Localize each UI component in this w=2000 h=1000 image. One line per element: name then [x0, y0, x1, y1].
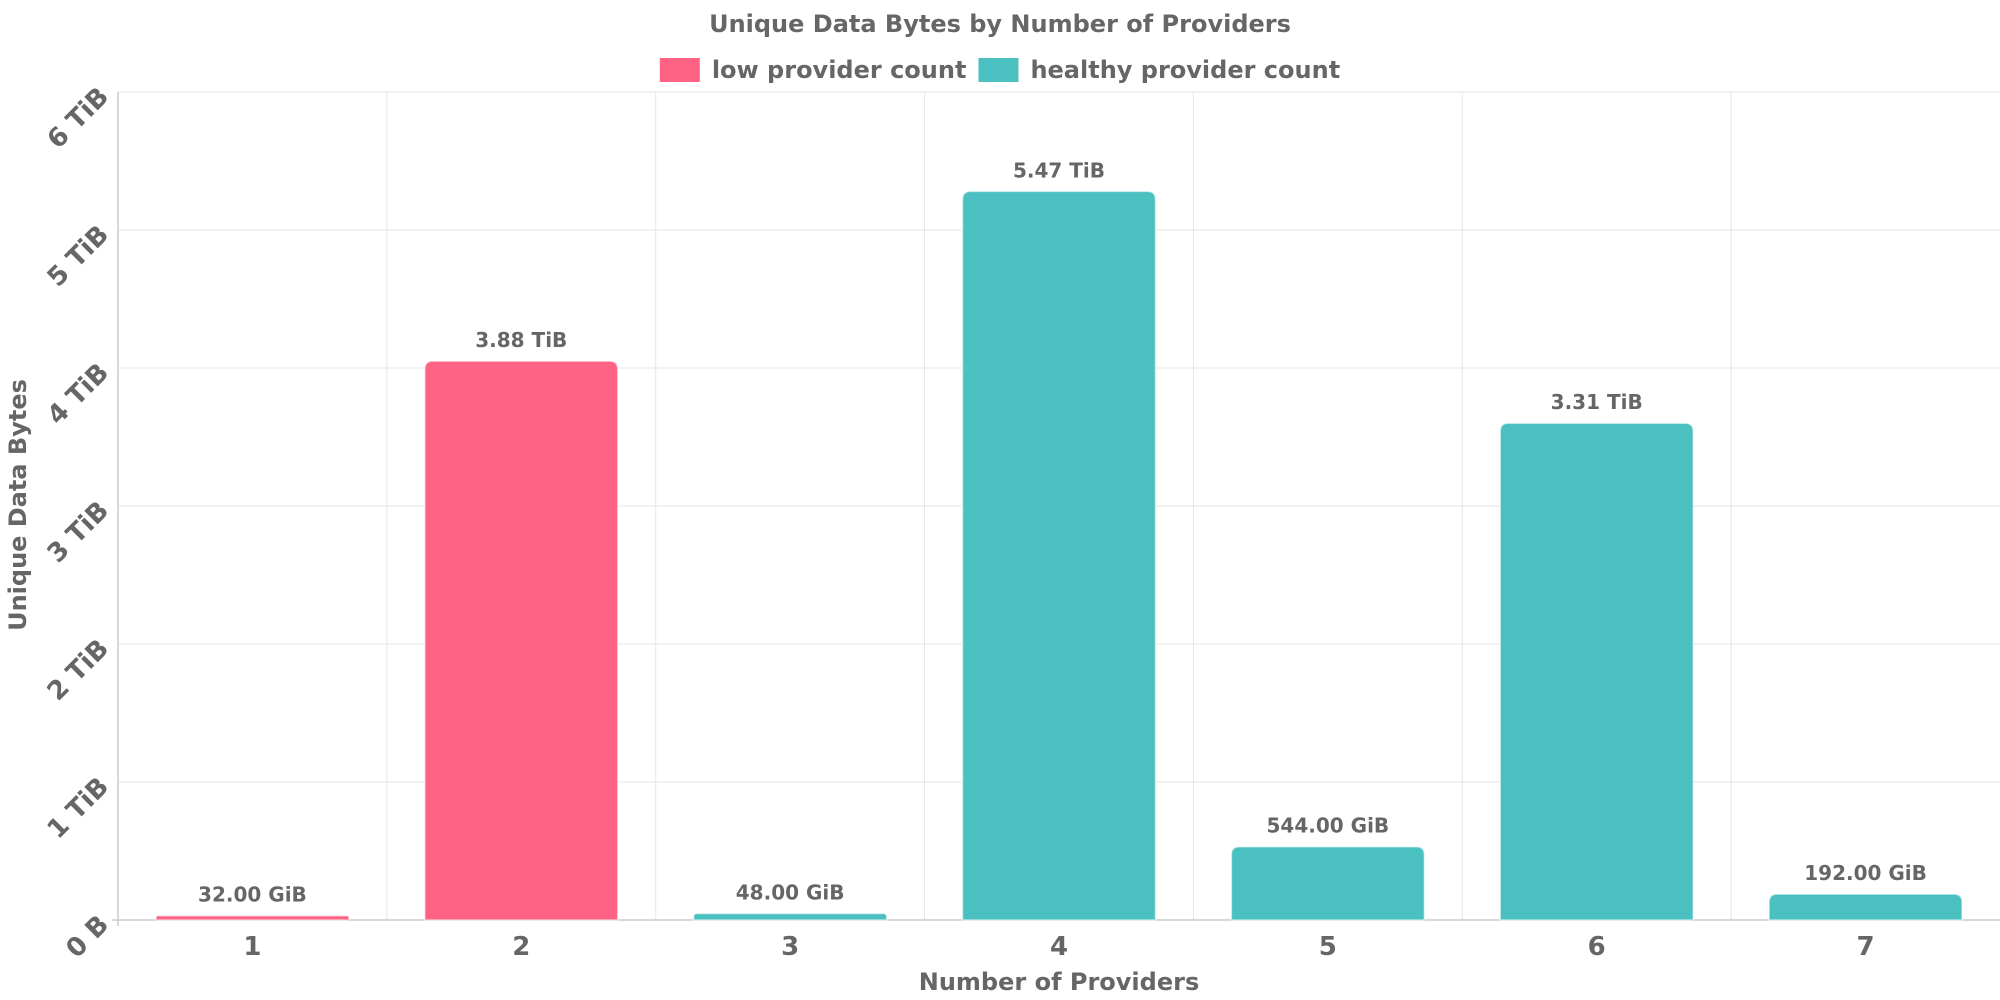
data-label-2: 3.88 TiB	[475, 328, 567, 352]
y-tick-label-4: 4 TiB	[42, 358, 115, 431]
x-tick-label-3: 3	[781, 932, 799, 962]
data-label-5: 544.00 GiB	[1267, 814, 1390, 838]
x-axis-title: Number of Providers	[919, 968, 1199, 996]
data-label-7: 192.00 GiB	[1804, 861, 1927, 885]
x-tick-label-6: 6	[1588, 932, 1606, 962]
legend-label-low: low provider count	[712, 56, 967, 84]
bar-6	[1499, 422, 1694, 921]
chart-title: Unique Data Bytes by Number of Providers	[709, 10, 1291, 38]
bar-5	[1230, 845, 1426, 921]
data-labels: 32.00 GiB 3.88 TiB 48.00 GiB 5.47 TiB 544.00…	[198, 158, 1927, 906]
legend-entry-healthy[interactable]: healthy provider count	[978, 56, 1340, 84]
legend-swatch-low	[659, 58, 700, 82]
bar-1	[155, 914, 350, 921]
x-tick-label-4: 4	[1050, 932, 1068, 962]
bar-2	[424, 360, 619, 921]
x-tick-label-5: 5	[1319, 932, 1337, 962]
legend: low provider count healthy provider count	[659, 56, 1340, 84]
bar-4	[961, 190, 1157, 921]
bars	[155, 190, 1963, 921]
x-tick-label-1: 1	[243, 932, 261, 962]
bar-3	[692, 912, 888, 921]
legend-label-healthy: healthy provider count	[1030, 56, 1340, 84]
x-tick-label-2: 2	[512, 932, 530, 962]
data-label-1: 32.00 GiB	[198, 883, 307, 907]
y-axis-ticks: 0 B 1 TiB 2 TiB 3 TiB 4 TiB 5 TiB 6 TiB	[42, 82, 115, 964]
data-label-6: 3.31 TiB	[1551, 390, 1643, 414]
bar-7	[1768, 893, 1963, 921]
y-tick-label-1: 1 TiB	[42, 772, 115, 845]
x-axis-ticks: 1 2 3 4 5 6 7	[243, 932, 1874, 962]
y-tick-label-2: 2 TiB	[42, 634, 115, 707]
legend-swatch-healthy	[978, 58, 1019, 82]
x-tick-label-7: 7	[1857, 932, 1875, 962]
y-tick-label-6: 6 TiB	[42, 82, 115, 155]
legend-entry-low[interactable]: low provider count	[659, 56, 967, 84]
y-axis-title: Unique Data Bytes	[4, 379, 32, 631]
data-label-4: 5.47 TiB	[1013, 158, 1105, 182]
y-tick-label-0: 0 B	[61, 910, 115, 964]
data-label-3: 48.00 GiB	[736, 881, 845, 905]
y-tick-label-5: 5 TiB	[42, 220, 115, 293]
y-tick-label-3: 3 TiB	[42, 496, 115, 569]
